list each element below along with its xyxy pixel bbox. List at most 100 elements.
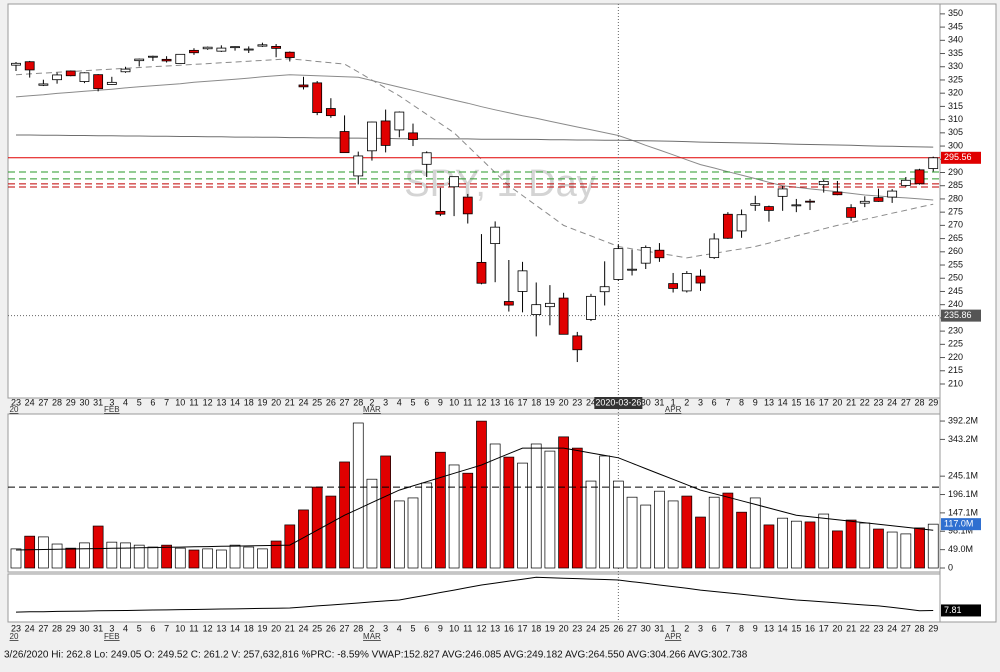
x-tick-label: 6 [712, 397, 717, 407]
y-tick-label: 310 [948, 114, 963, 124]
x-tick-label: 23 [11, 397, 21, 407]
indicator-line [15, 576, 934, 613]
volume-bar [79, 542, 90, 569]
candle-body [818, 180, 829, 186]
x-tick-label: 19 [257, 397, 267, 407]
month-label: FEB [104, 405, 120, 414]
x-tick-label: 27 [901, 623, 911, 633]
candle-body [65, 70, 76, 77]
x-tick-label: 4 [397, 397, 402, 407]
volume-bar [914, 527, 925, 569]
x-tick-label: 16 [504, 623, 514, 633]
x-tick-label: 8 [739, 397, 744, 407]
candle-body [202, 46, 213, 50]
volume-bar [407, 497, 419, 569]
volume-bar [530, 443, 542, 569]
x-tick-label: 10 [449, 623, 459, 633]
x-tick-label: 10 [175, 623, 185, 633]
x-tick-label: 24 [298, 397, 308, 407]
x-tick-label: 12 [203, 397, 213, 407]
x-tick-label: 7 [164, 623, 169, 633]
volume-bar [202, 548, 214, 569]
y-tick-label: 98.1M [948, 526, 973, 536]
x-tick-label: 30 [79, 397, 89, 407]
volume-bar [51, 543, 63, 569]
x-tick-label: 13 [216, 397, 226, 407]
x-tick-label: 6 [424, 397, 429, 407]
x-tick-label: 3 [383, 623, 388, 633]
candle-body [476, 261, 487, 284]
y-tick-label: 250 [948, 273, 963, 283]
x-tick-label: 29 [66, 397, 76, 407]
volume-bar [435, 451, 446, 569]
x-tick-label: 5 [411, 397, 416, 407]
x-tick-label: 28 [915, 623, 925, 633]
x-tick-label: 10 [449, 397, 459, 407]
volume-bar [927, 523, 939, 569]
x-tick-label: 27 [627, 623, 637, 633]
volume-bar [147, 546, 159, 569]
x-tick-label: 26 [326, 623, 336, 633]
y-tick-label: 230 [948, 325, 963, 335]
volume-bar [749, 497, 761, 569]
x-tick-label: 3 [109, 397, 114, 407]
candle-body [777, 188, 788, 197]
x-tick-label: 25 [600, 623, 610, 633]
y-tick-label: 290 [948, 167, 963, 177]
volume-bar [599, 455, 611, 569]
volume-bar [626, 496, 638, 569]
volume-bar [24, 535, 36, 569]
x-tick-label: 12 [476, 623, 486, 633]
x-tick-label: 13 [764, 397, 774, 407]
year-label: 20 [10, 405, 19, 414]
y-tick-label: 147.1M [948, 507, 978, 517]
x-tick-label: 1 [671, 623, 676, 633]
volume-bar [65, 547, 77, 569]
candle-body [572, 335, 583, 351]
volume-bar [216, 549, 227, 569]
candle-body [421, 152, 432, 165]
candle-body [668, 283, 679, 289]
x-tick-label: 11 [189, 397, 198, 407]
candle-body [709, 238, 720, 259]
candle-body [503, 301, 514, 306]
x-tick-label: 15 [791, 397, 801, 407]
y-tick-label: 265 [948, 233, 963, 243]
y-tick-label: 240 [948, 299, 963, 309]
month-label: APR [665, 405, 682, 414]
volume-bar [229, 544, 241, 569]
x-tick-label: 16 [805, 623, 815, 633]
price-panel [7, 3, 941, 399]
status-bar: 3/26/2020 Hi: 262.8 Lo: 249.05 O: 249.52… [4, 650, 748, 661]
x-tick-label: 8 [739, 623, 744, 633]
candle-body [216, 47, 227, 52]
x-tick-label: 18 [531, 397, 541, 407]
volume-bar [667, 500, 679, 569]
x-tick-label: 24 [887, 623, 897, 633]
x-tick-label: 9 [753, 623, 758, 633]
candle-body [271, 45, 282, 49]
volume-bar [832, 530, 843, 569]
candle-body [93, 74, 104, 90]
x-tick-label: 30 [79, 623, 89, 633]
candle-body [120, 68, 131, 73]
candle-body [490, 226, 501, 245]
candle-body [722, 213, 733, 239]
volume-bar [462, 472, 474, 569]
y-tick-label: 320 [948, 88, 963, 98]
y-tick-label: 270 [948, 220, 963, 230]
x-tick-label: 24 [25, 397, 35, 407]
x-tick-label: 18 [531, 623, 541, 633]
y-tick-label: 325 [948, 74, 963, 84]
candle-body [695, 275, 706, 284]
candle-body [367, 121, 377, 152]
volume-bar [380, 455, 391, 569]
x-tick-label: 26 [326, 397, 336, 407]
x-tick-label: 29 [928, 397, 938, 407]
x-tick-label: 6 [712, 623, 717, 633]
x-tick-label: 23 [873, 623, 883, 633]
volume-bar [161, 544, 172, 569]
x-tick-label: 18 [244, 623, 254, 633]
month-label: MAR [363, 632, 381, 641]
volume-bar [886, 531, 898, 569]
